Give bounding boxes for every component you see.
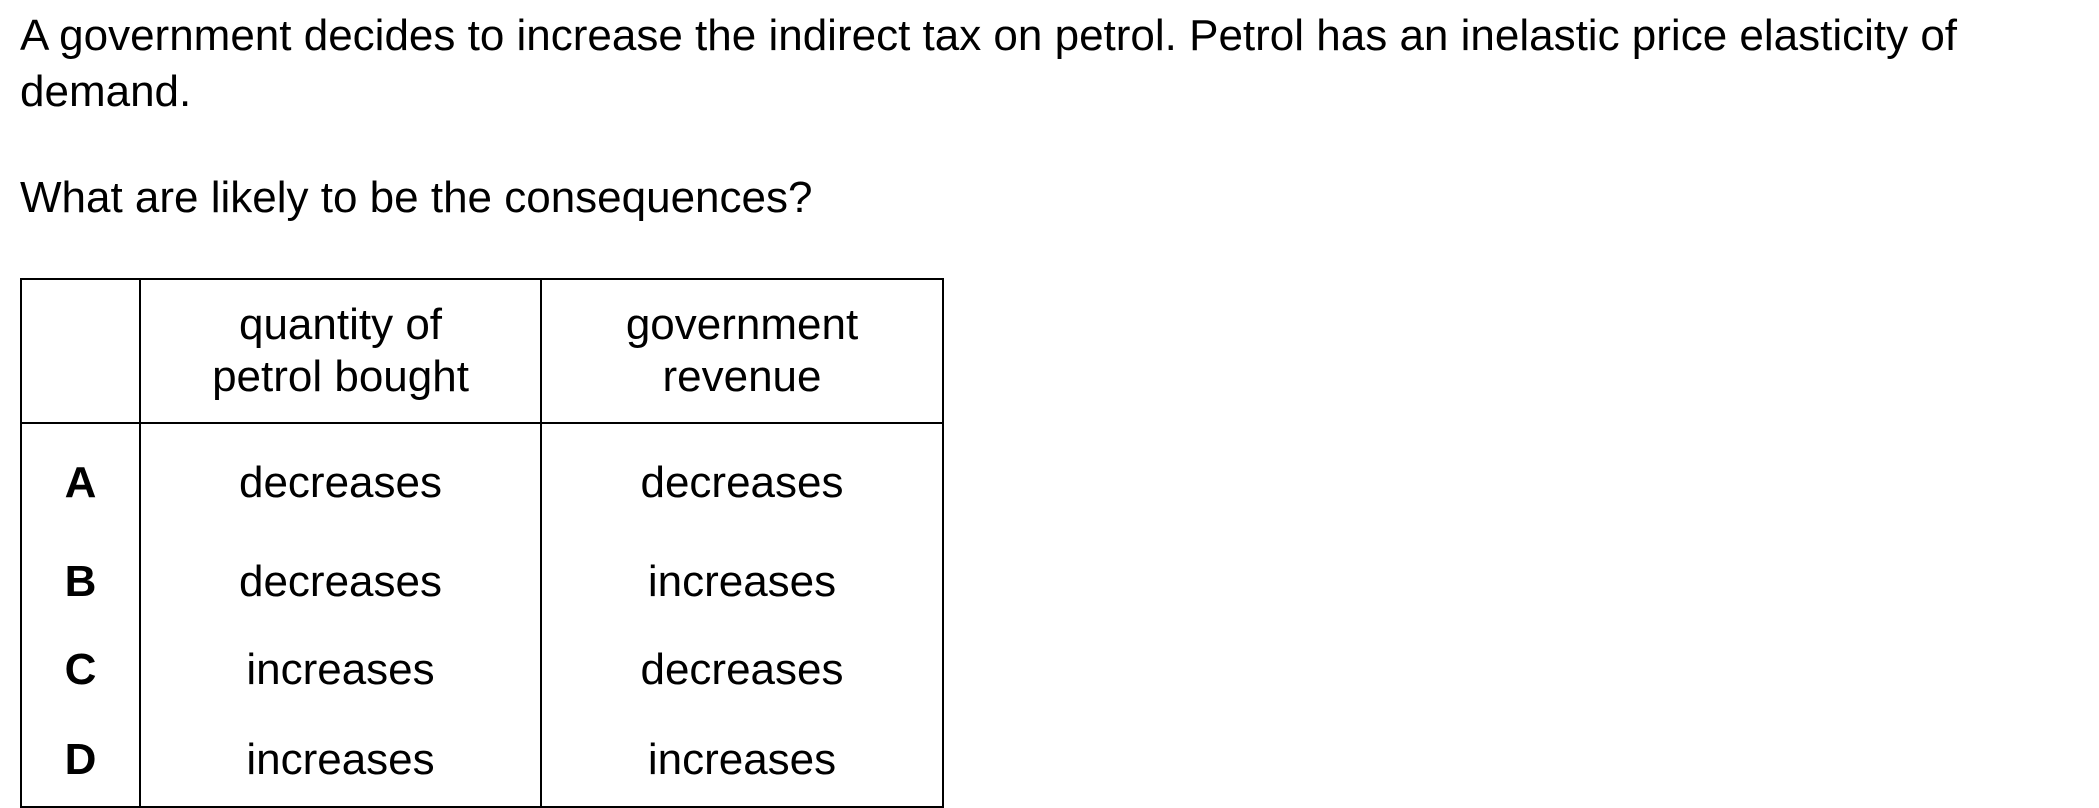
option-revenue: decreases	[540, 626, 944, 714]
option-revenue: increases	[540, 714, 944, 808]
option-revenue: increases	[540, 538, 944, 626]
question-prompt: What are likely to be the consequences?	[20, 173, 813, 222]
option-quantity: increases	[139, 714, 542, 808]
option-letter: C	[20, 626, 141, 714]
header-empty-cell	[20, 278, 141, 424]
header-quantity-line-1: quantity of	[238, 300, 443, 349]
option-quantity: decreases	[139, 538, 542, 626]
header-revenue-line-2: revenue	[662, 352, 822, 401]
header-quantity-line-2: petrol bought	[212, 352, 469, 401]
option-quantity: decreases	[139, 423, 542, 538]
option-row-a[interactable]: A decreases decreases	[20, 423, 944, 538]
option-letter: D	[20, 714, 141, 808]
header-revenue: government revenue	[540, 278, 944, 424]
option-quantity: increases	[139, 626, 542, 714]
question-stem: A government decides to increase the ind…	[20, 11, 1958, 116]
option-row-c[interactable]: C increases decreases	[20, 626, 944, 714]
option-row-b[interactable]: B decreases increases	[20, 538, 944, 626]
option-letter: B	[20, 538, 141, 626]
option-revenue: decreases	[540, 423, 944, 538]
header-quantity: quantity of petrol bought	[139, 278, 542, 424]
option-row-d[interactable]: D increases increases	[20, 714, 944, 808]
options-table: quantity of petrol bought government rev…	[20, 278, 944, 808]
option-letter: A	[20, 423, 141, 538]
header-revenue-line-1: government	[625, 300, 859, 349]
table-header-row: quantity of petrol bought government rev…	[20, 278, 944, 424]
